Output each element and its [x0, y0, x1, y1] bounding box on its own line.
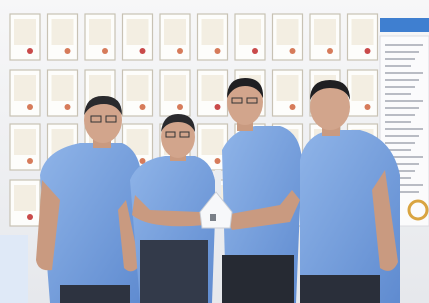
certificate-seal: [27, 48, 33, 54]
certificate-seal: [365, 48, 371, 54]
board-line: [385, 100, 423, 102]
certificate-seal: [27, 214, 33, 220]
certificate-inner: [127, 19, 149, 45]
certificate-seal: [252, 48, 258, 54]
certificate-seal: [290, 48, 296, 54]
certificate-inner: [239, 19, 261, 45]
certificate-seal: [290, 104, 296, 110]
certificate-inner: [164, 19, 186, 45]
certificate-seal: [177, 104, 183, 110]
certificate-inner: [14, 75, 36, 101]
certificate-seal: [327, 48, 333, 54]
certificate-seal: [65, 104, 71, 110]
board-line: [385, 107, 419, 109]
certificate-inner: [202, 75, 224, 101]
certificate-seal: [177, 48, 183, 54]
board-line: [385, 142, 415, 144]
board-line: [385, 58, 415, 60]
board-line: [385, 65, 411, 67]
certificate-inner: [202, 129, 224, 155]
certificate-inner: [89, 19, 111, 45]
certificate-inner: [52, 19, 74, 45]
certificate-inner: [164, 75, 186, 101]
board-line: [385, 114, 415, 116]
certificate-seal: [365, 104, 371, 110]
certificate-inner: [14, 129, 36, 155]
certificate-seal: [215, 48, 221, 54]
certificate-seal: [140, 104, 146, 110]
board-line: [385, 72, 423, 74]
board-line: [385, 51, 419, 53]
certificate-inner: [277, 19, 299, 45]
certificate-seal: [215, 158, 221, 164]
certificate-inner: [202, 19, 224, 45]
board-line: [385, 93, 411, 95]
certificate-seal: [27, 158, 33, 164]
certificate-seal: [65, 48, 71, 54]
certificate-inner: [277, 75, 299, 101]
certificate-inner: [352, 19, 374, 45]
board-line: [385, 135, 419, 137]
board-line: [385, 128, 423, 130]
certificate-inner: [352, 75, 374, 101]
certificate-inner: [314, 19, 336, 45]
certificate-seal: [27, 104, 33, 110]
certificate-seal: [102, 48, 108, 54]
photo: [0, 0, 429, 303]
page: (() => { const ns = 'http://www.w3.org/2…: [0, 0, 429, 303]
board-header: [380, 18, 429, 32]
certificate-inner: [52, 75, 74, 101]
board-line: [385, 121, 411, 123]
certificate-seal: [215, 104, 221, 110]
certificate-seal: [140, 48, 146, 54]
foreground-blur: [0, 235, 28, 303]
certificate-inner: [14, 19, 36, 45]
board-line: [385, 86, 415, 88]
certificate-inner: [14, 185, 36, 211]
board-line: [385, 44, 423, 46]
board-line: [385, 79, 419, 81]
certificate-inner: [127, 75, 149, 101]
